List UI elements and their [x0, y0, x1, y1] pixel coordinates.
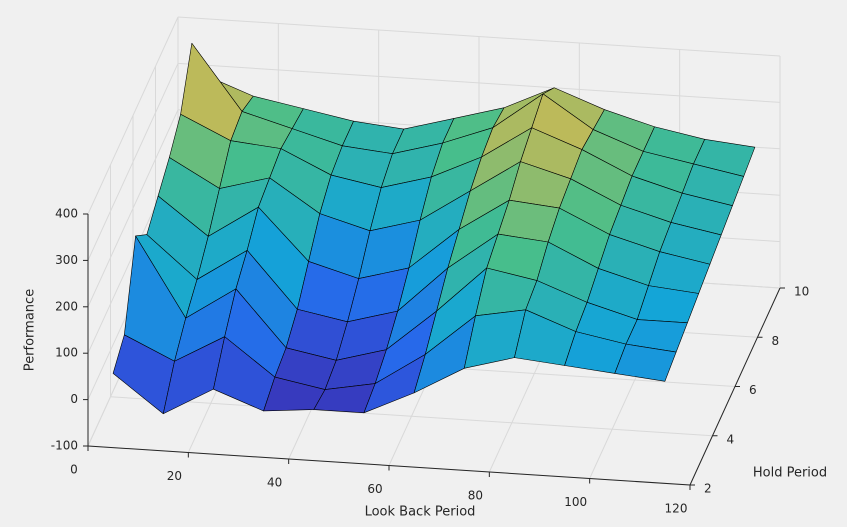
z-tick-label: 300	[55, 253, 78, 267]
grid-line	[177, 16, 781, 57]
z-tick-label: -100	[51, 439, 78, 453]
x-tick-label: 80	[468, 489, 483, 503]
x-tick-label: 40	[267, 476, 282, 490]
y-tick-label: 10	[794, 285, 809, 299]
x-tick-label: 120	[665, 502, 688, 516]
axis-line	[87, 445, 691, 486]
x-axis-label: Look Back Period	[365, 505, 476, 520]
y-tick-label: 2	[704, 482, 712, 496]
x-tick-label: 20	[167, 469, 182, 483]
axis-line	[689, 287, 781, 486]
z-axis-label: Performance	[23, 289, 38, 371]
x-tick-label: 60	[367, 482, 382, 496]
grid-line	[177, 62, 781, 103]
grid-line	[110, 396, 713, 437]
surface-face	[614, 343, 677, 382]
y-axis-label: Hold Period	[753, 466, 827, 481]
grid-line	[87, 109, 179, 308]
x-tick-label: 100	[564, 495, 587, 509]
grid-line	[87, 16, 179, 215]
z-tick-label: 100	[55, 346, 78, 360]
z-tick-label: 200	[55, 299, 78, 313]
y-tick-label: 8	[772, 334, 780, 348]
x-tick-label: 0	[70, 463, 78, 477]
z-tick-label: 400	[55, 207, 78, 221]
y-tick-label: 6	[749, 383, 757, 397]
y-tick-label: 4	[727, 432, 735, 446]
grid-line	[87, 63, 179, 261]
z-tick-label: 0	[70, 392, 78, 406]
